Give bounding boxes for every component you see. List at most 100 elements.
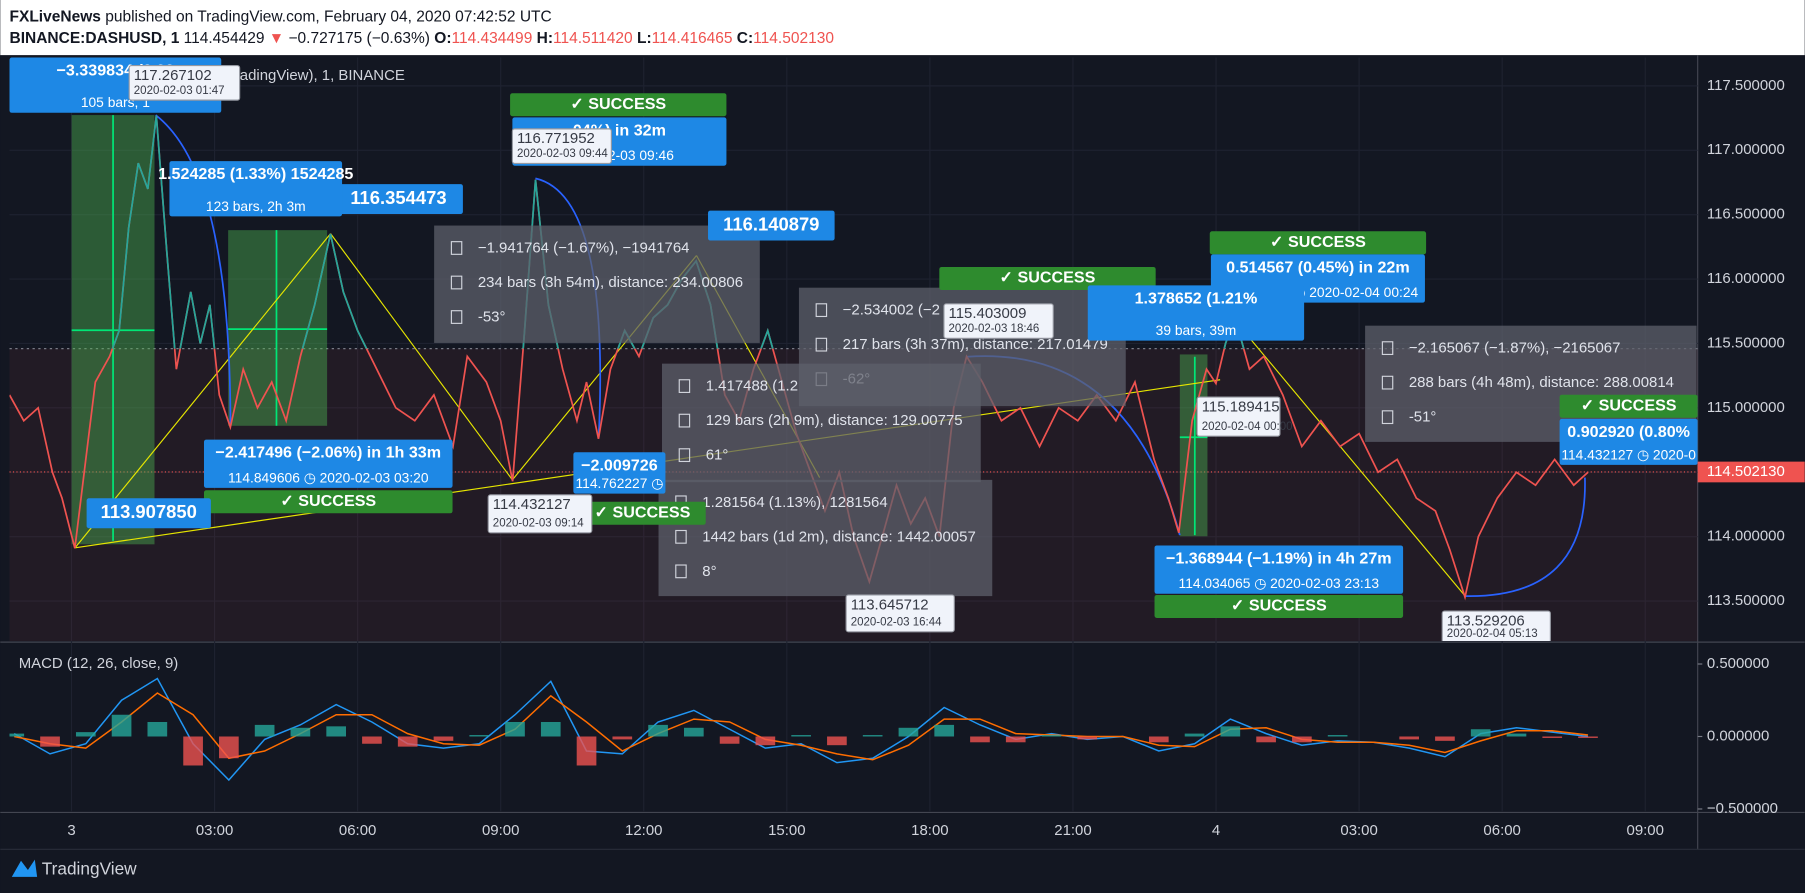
- stats-text: 1.281564 (1.13%), 1281564: [702, 494, 887, 511]
- x-tick-label: 18:00: [911, 822, 948, 839]
- measure-box: [573, 452, 666, 494]
- histogram-bar: [719, 736, 740, 744]
- histogram-bar: [683, 727, 704, 737]
- histogram-bar: [147, 721, 168, 737]
- histogram-bar: [1041, 735, 1062, 737]
- histogram-bar: [791, 735, 811, 737]
- stats-icon: [815, 303, 828, 318]
- histogram-bar: [183, 736, 203, 766]
- success-label: ✓ SUCCESS: [1270, 233, 1366, 251]
- macd-line: [13, 677, 1589, 782]
- price-label-date: 2020-02-03 09:44: [517, 148, 608, 160]
- histogram-bar: [469, 735, 490, 737]
- success-box: [1559, 394, 1698, 418]
- measure-text: −2.417496 (−2.06%) in 1h 33m: [215, 444, 441, 462]
- header-bg: [0, 0, 1805, 56]
- stats-text: −1.941764 (−1.67%), −1941764: [478, 240, 690, 257]
- success-box: [1209, 231, 1427, 255]
- macd-line: [14, 692, 1589, 761]
- published: published on TradingView.com, February 0…: [101, 8, 552, 25]
- measure-text: 123 bars, 2h 3m: [206, 199, 306, 214]
- stats-icon: [1381, 341, 1394, 356]
- last-price-label: 114.502130: [1707, 463, 1785, 480]
- measure-text: 1.524285 (1.33%) 1524285: [158, 165, 353, 183]
- o-label: O:: [434, 30, 451, 47]
- x-tick-label: 03:00: [1340, 822, 1377, 839]
- histogram-bar: [111, 714, 132, 737]
- y-tick-label: 114.000000: [1707, 528, 1785, 545]
- histogram-bar: [1506, 733, 1527, 737]
- y-tick-label: 0.000000: [1707, 727, 1769, 744]
- x-tick-label: 3: [67, 822, 75, 839]
- histogram-bar: [1292, 736, 1312, 743]
- histogram-bar: [1005, 736, 1026, 743]
- measure-text: 114.849606 ◷ 2020-02-03 03:20: [228, 470, 429, 485]
- success-box: [203, 490, 453, 514]
- success-label: ✓ SUCCESS: [1000, 269, 1096, 287]
- h-label: H:: [532, 30, 553, 47]
- success-label: ✓ SUCCESS: [280, 492, 376, 510]
- stats-text: 129 bars (2h 9m), distance: 129.00775: [706, 412, 963, 429]
- histogram-bar: [1077, 736, 1098, 740]
- y-tick-label: 0.500000: [1707, 655, 1769, 672]
- histogram-bar: [612, 736, 633, 740]
- price-label: 114.432127: [493, 496, 571, 513]
- price-label-date: 2020-02-04 05:13: [1447, 628, 1538, 640]
- x-tick-label: 09:00: [482, 822, 519, 839]
- stats-icon: [675, 564, 687, 579]
- stats-icon: [1381, 410, 1394, 425]
- stats-icon: [675, 529, 687, 544]
- y-tick-label: 115.500000: [1707, 334, 1785, 351]
- publisher: FXLiveNews: [10, 8, 101, 25]
- histogram-bar: [1399, 736, 1420, 740]
- measure-box: [1154, 545, 1404, 594]
- price-label: 113.529206: [1447, 612, 1525, 629]
- histogram-bar: [326, 726, 347, 737]
- price-label-box: [487, 494, 593, 534]
- success-label: ✓ SUCCESS: [594, 503, 690, 521]
- o: 114.434499: [452, 30, 533, 47]
- measure-box: [708, 210, 835, 241]
- histogram-bar: [898, 727, 919, 737]
- stats-icon: [450, 310, 463, 324]
- trend-line: [1231, 316, 1466, 597]
- l-label: L:: [633, 30, 652, 47]
- success-box: [510, 93, 727, 117]
- measure-text: 114.762227 ◷: [576, 476, 664, 491]
- macd-area: [9, 677, 1598, 782]
- measure-text: 39 bars, 39m: [1156, 323, 1237, 338]
- success-label: ✓ SUCCESS: [570, 95, 666, 113]
- chart-title: MACD (12, 26, close, 9): [19, 655, 179, 672]
- measure-text: 116.354473: [350, 187, 446, 208]
- price-label: 117.267102: [134, 67, 212, 84]
- c-label: C:: [732, 30, 753, 47]
- stats-text: 288 bars (4h 48m), distance: 288.00814: [1409, 374, 1674, 391]
- measure-text: 1.378652 (1.21%: [1135, 289, 1258, 307]
- header-line-1: FXLiveNews published on TradingView.com,…: [10, 8, 552, 25]
- stats-text: −2.165067 (−1.87%), −2165067: [1409, 340, 1621, 357]
- x-tick-label: 09:00: [1627, 822, 1664, 839]
- histogram-bar: [219, 736, 239, 759]
- price-label-date: 2020-02-03 18:46: [949, 323, 1040, 335]
- stats-text: 217 bars (3h 37m), distance: 217.01479: [843, 336, 1108, 353]
- measure-text: 114.432127 ◷ 2020-0: [1561, 447, 1696, 462]
- stats-text: -51°: [1409, 409, 1437, 426]
- stats-icon: [678, 379, 691, 393]
- c: 114.502130: [753, 30, 834, 47]
- measure-text: 116.140879: [723, 213, 819, 234]
- histogram-bar: [254, 724, 275, 737]
- success-box: [579, 501, 706, 525]
- price-label: 113.645712: [851, 596, 929, 613]
- price-label-box: [128, 65, 241, 101]
- success-box: [939, 266, 1156, 290]
- y-tick-label: 116.000000: [1707, 270, 1785, 287]
- success-box: [1154, 594, 1404, 618]
- histogram-bar: [1578, 736, 1598, 738]
- measure-box: [1559, 418, 1698, 465]
- price-label-date: 2020-02-04 00:00: [1202, 421, 1293, 433]
- stats-text: −2.534002 (−2: [843, 302, 940, 319]
- success-label: ✓ SUCCESS: [1581, 396, 1677, 414]
- price-label-date: 2020-02-03 09:14: [493, 518, 584, 530]
- y-tick-label: 116.500000: [1707, 206, 1785, 223]
